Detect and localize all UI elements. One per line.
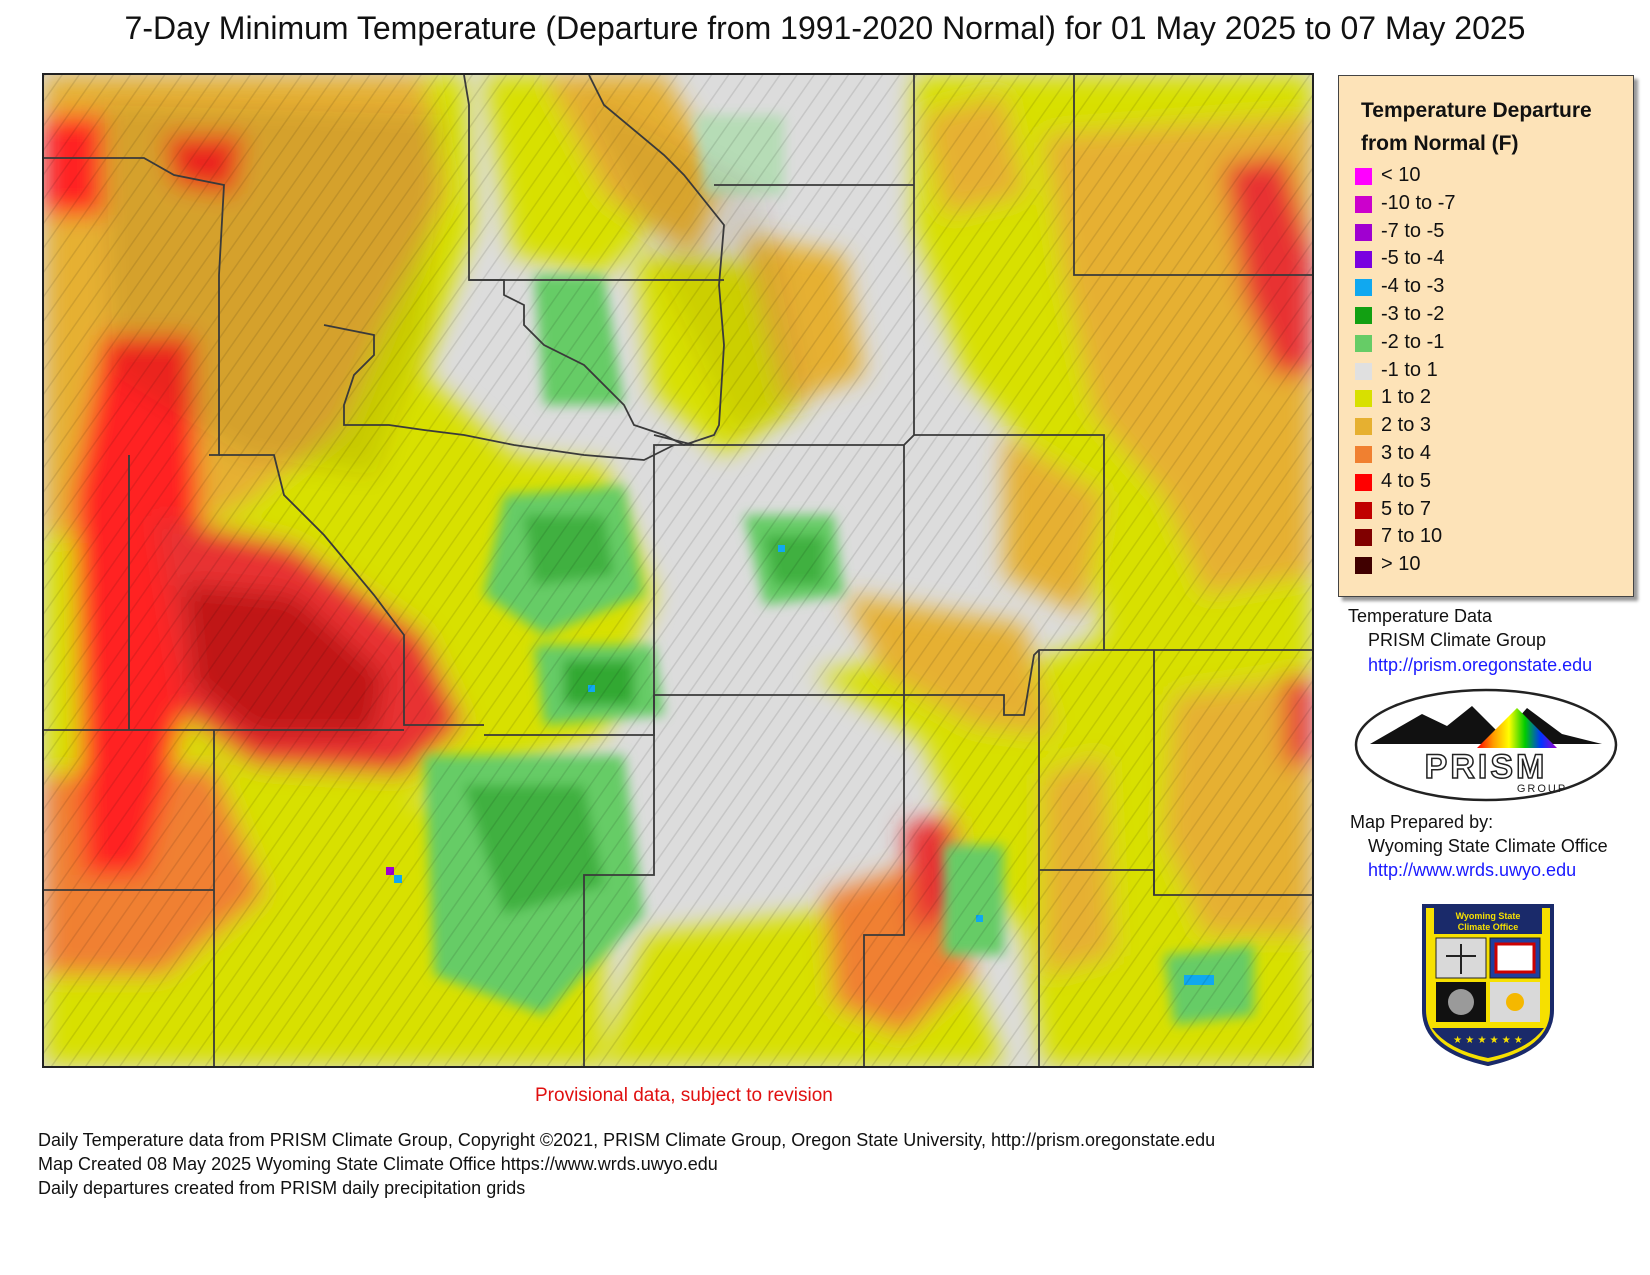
temperature-data-source: PRISM Climate Group (1368, 630, 1547, 650)
legend-swatch (1355, 168, 1372, 185)
legend-label: > 10 (1381, 553, 1421, 576)
legend-label: -4 to -3 (1381, 275, 1445, 298)
terrain-relief (104, 105, 444, 475)
legend-swatch (1355, 334, 1372, 352)
badge-line1: Wyoming State (1456, 911, 1521, 921)
prism-logo-text: PRISM (1425, 748, 1548, 786)
legend-swatch (1355, 195, 1372, 213)
terrain-relief (584, 95, 804, 435)
temperature-departure-map (42, 73, 1314, 1068)
prism-logo-subtext: GROUP (1517, 783, 1567, 795)
legend-label: 1 to 2 (1381, 386, 1432, 409)
legend-swatch (1355, 529, 1372, 547)
legend-swatch (1355, 473, 1372, 491)
map-prepared-heading: Map Prepared by: (1350, 812, 1494, 832)
legend-label: 4 to 5 (1381, 469, 1432, 492)
legend-swatch (1355, 251, 1372, 269)
badge-stars: ★ ★ ★ ★ ★ ★ (1453, 1035, 1523, 1046)
legend-label: -10 to -7 (1381, 191, 1456, 214)
legend-swatch (1355, 557, 1372, 575)
legend-title: Temperature Departure from Normal (F) (1361, 94, 1631, 160)
legend-label: -2 to -1 (1381, 330, 1445, 353)
legend-label: 7 to 10 (1381, 525, 1443, 548)
legend-label: -7 to -5 (1381, 219, 1445, 242)
legend-label: 5 to 7 (1381, 497, 1432, 520)
temperature-data-heading: Temperature Data (1348, 606, 1493, 626)
legend-swatch (1355, 307, 1372, 324)
legend-title-line2: from Normal (F) (1361, 132, 1519, 155)
wyoming-climate-office-badge: Wyoming State Climate Office ★ ★ ★ ★ ★ ★ (1422, 904, 1554, 1067)
map-title: 7-Day Minimum Temperature (Departure fro… (124, 10, 1526, 46)
badge-line2: Climate Office (1458, 922, 1519, 932)
footer-method: Daily departures created from PRISM dail… (38, 1178, 526, 1198)
legend-label: 2 to 3 (1381, 414, 1432, 437)
moon-icon (1448, 989, 1474, 1015)
legend-swatch (1355, 501, 1372, 519)
legend-label: -1 to 1 (1381, 358, 1438, 381)
legend-label: < 10 (1381, 164, 1421, 186)
map-prepared-by: Wyoming State Climate Office (1368, 836, 1608, 856)
legend-swatch (1355, 418, 1372, 436)
legend-swatch (1355, 362, 1372, 380)
legend-swatch (1355, 390, 1372, 408)
sun-icon (1506, 993, 1524, 1011)
provisional-note: Provisional data, subject to revision (535, 1085, 833, 1106)
legend-title-line1: Temperature Departure (1361, 99, 1592, 122)
legend-label: -5 to -4 (1381, 247, 1445, 270)
wrds-url-link[interactable]: http://www.wrds.uwyo.edu (1368, 860, 1577, 880)
legend-panel: Temperature Departure from Normal (F) < … (1338, 75, 1634, 597)
legend-label: 3 to 4 (1381, 442, 1432, 464)
county-boundaries (44, 75, 1312, 1066)
legend-swatch (1355, 446, 1372, 463)
map-canvas (44, 75, 1312, 1066)
legend-label: -3 to -2 (1381, 303, 1445, 325)
legend-swatch (1355, 279, 1372, 297)
prism-logo: PRISM GROUP (1354, 688, 1618, 802)
footer-created: Map Created 08 May 2025 Wyoming State Cl… (38, 1154, 718, 1174)
prism-url-link[interactable]: http://prism.oregonstate.edu (1368, 655, 1593, 675)
footer-copyright: Daily Temperature data from PRISM Climat… (38, 1130, 1216, 1150)
legend-swatch (1355, 223, 1372, 241)
